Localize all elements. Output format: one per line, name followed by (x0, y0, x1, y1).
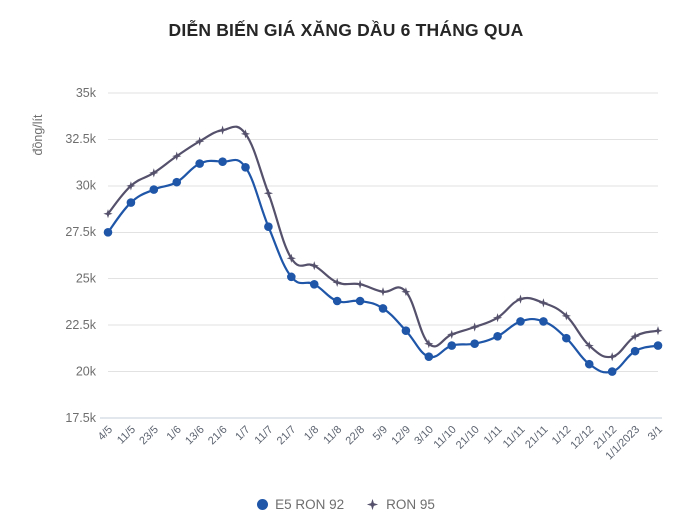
data-point (309, 279, 319, 289)
data-point (332, 277, 342, 288)
data-point (538, 298, 549, 308)
legend-item-e5-ron-92[interactable]: E5 RON 92 (257, 497, 344, 512)
data-point (241, 162, 250, 172)
legend-label-ron-95: RON 95 (386, 497, 435, 512)
data-point (447, 329, 457, 340)
data-point (470, 322, 480, 332)
data-point (149, 185, 159, 194)
data-point (195, 159, 204, 168)
x-axis-tick-labels: 4/5 11/5 23/5 1/6 13/6 21/6 1/7 11/7 21/7 1/8 11/8… (96, 424, 665, 463)
x-tick-label: 3/1 (646, 424, 665, 443)
y-axis-title: đồng/lít (31, 114, 45, 156)
data-point (401, 326, 411, 336)
data-point (561, 311, 571, 321)
data-point (401, 287, 411, 297)
data-point (424, 339, 434, 349)
x-tick-label: 11/5 (115, 424, 138, 447)
legend-label-e5-ron-92: E5 RON 92 (275, 497, 345, 512)
x-tick-label: 21/11 (523, 424, 550, 451)
data-point (378, 304, 388, 313)
y-tick-label: 17.5k (65, 411, 96, 425)
data-point (172, 151, 182, 161)
data-point (126, 181, 136, 191)
x-tick-label: 1/7 (233, 424, 252, 443)
y-tick-label: 27.5k (65, 225, 96, 239)
y-tick-label: 35k (76, 86, 97, 100)
data-point (240, 129, 251, 139)
data-point (630, 331, 640, 341)
x-tick-label: 12/9 (389, 424, 413, 448)
x-tick-label: 11/11 (501, 424, 528, 451)
y-tick-label: 32.5k (65, 132, 96, 146)
data-point (172, 177, 182, 187)
data-point (492, 313, 503, 323)
x-tick-label: 13/6 (183, 424, 207, 448)
y-tick-label: 20k (76, 364, 97, 378)
y-tick-label: 22.5k (65, 318, 96, 332)
x-tick-label: 11/10 (431, 424, 458, 451)
legend-item-ron-95[interactable]: RON 95 (366, 497, 435, 512)
data-point (103, 227, 113, 237)
data-point (309, 261, 319, 271)
legend-marker-ron-95 (366, 498, 379, 511)
chart-title: DIỄN BIẾN GIÁ XĂNG DẦU 6 THÁNG QUA (168, 20, 524, 40)
data-point (515, 294, 526, 304)
data-series-group (103, 125, 663, 376)
data-point (355, 296, 365, 306)
data-point (653, 341, 663, 350)
data-point (584, 340, 594, 351)
y-axis-tick-labels: 35k 32.5k 30k 27.5k 25k 22.5k 20k 17.5k (65, 86, 96, 425)
series-e5-ron-92 (103, 157, 663, 376)
data-point (217, 125, 228, 135)
legend-marker-e5-ron-92 (257, 499, 269, 510)
data-point (355, 279, 365, 289)
x-tick-label: 4/5 (96, 424, 115, 443)
x-tick-label: 1/6 (165, 424, 184, 443)
y-tick-label: 25k (76, 272, 97, 286)
gridlines-group (108, 92, 658, 419)
data-point (103, 209, 113, 219)
x-tick-label: 23/5 (137, 424, 161, 448)
x-tick-label: 22/8 (344, 424, 368, 448)
data-point (149, 168, 159, 178)
data-point (332, 296, 342, 306)
data-point (263, 188, 274, 198)
data-point (470, 339, 479, 349)
data-point (607, 352, 617, 362)
data-point (286, 253, 296, 263)
series-ron-95 (103, 125, 663, 362)
data-point (195, 136, 205, 146)
data-point (126, 198, 136, 207)
data-point (516, 317, 525, 326)
x-tick-label: 5/9 (371, 424, 390, 443)
x-tick-label: 1/8 (302, 424, 321, 443)
data-point (493, 331, 502, 341)
data-point (607, 367, 617, 376)
x-tick-label: 11/7 (252, 424, 275, 447)
data-point (424, 352, 434, 362)
data-point (378, 287, 388, 297)
data-point (447, 341, 457, 350)
x-tick-label: 12/12 (568, 424, 596, 452)
data-point (218, 157, 227, 167)
x-tick-label: 21/7 (275, 424, 299, 448)
data-point (539, 317, 548, 326)
x-tick-label: 11/8 (321, 424, 344, 447)
data-point (630, 346, 640, 356)
x-tick-label: 21/10 (454, 424, 482, 452)
y-tick-label: 30k (76, 179, 97, 193)
chart-legend: E5 RON 92 RON 95 (0, 497, 692, 512)
x-tick-label: 21/6 (206, 424, 230, 448)
data-point (287, 272, 296, 282)
data-point (653, 326, 663, 336)
data-point (264, 222, 273, 232)
data-point (562, 333, 571, 343)
y-axis-title-text: đồng/lít (31, 114, 45, 156)
data-point (584, 359, 594, 369)
